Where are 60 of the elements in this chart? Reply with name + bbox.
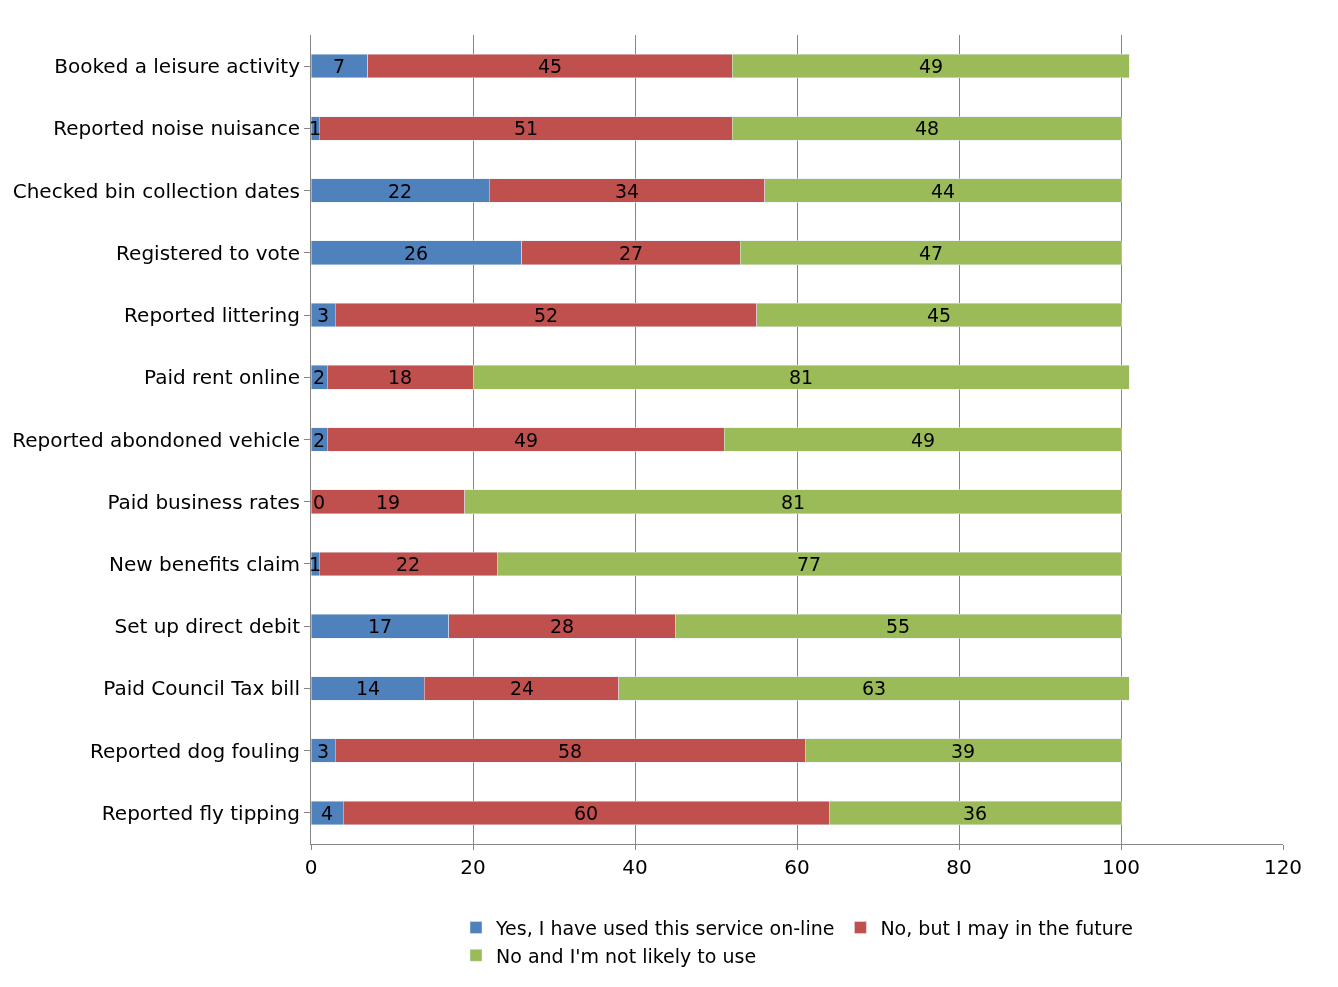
y-tick-label: Paid business rates bbox=[107, 489, 300, 514]
data-label: 14 bbox=[356, 677, 381, 699]
data-label: 47 bbox=[919, 242, 944, 264]
data-label: 48 bbox=[915, 117, 940, 139]
annotation: 0 bbox=[313, 491, 326, 513]
y-tick-label: Checked bin collection dates bbox=[12, 178, 300, 203]
data-label: 3 bbox=[317, 740, 330, 762]
y-tick-label: New benefits claim bbox=[108, 551, 300, 576]
data-label: 81 bbox=[789, 366, 814, 388]
x-tick-label: 20 bbox=[460, 855, 486, 879]
data-label: 49 bbox=[514, 429, 539, 451]
data-label: 3 bbox=[317, 304, 330, 326]
legend-label: Yes, I have used this service on-line bbox=[495, 916, 835, 939]
data-label: 18 bbox=[388, 366, 413, 388]
data-label: 28 bbox=[550, 615, 575, 637]
x-tick-label: 60 bbox=[784, 855, 810, 879]
data-label: 58 bbox=[558, 740, 583, 762]
data-label: 22 bbox=[396, 553, 421, 575]
data-label: 7 bbox=[333, 55, 346, 77]
x-tick-label: 120 bbox=[1263, 855, 1303, 879]
data-label: 24 bbox=[510, 677, 535, 699]
data-label: 44 bbox=[931, 180, 956, 202]
y-tick-label: Reported noise nuisance bbox=[53, 116, 300, 141]
x-tick-label: 100 bbox=[1101, 855, 1141, 879]
data-label: 22 bbox=[388, 180, 413, 202]
x-tick-label: 40 bbox=[622, 855, 648, 879]
data-label: 27 bbox=[619, 242, 644, 264]
data-label: 36 bbox=[963, 802, 988, 824]
y-tick-label: Reported abondoned vehicle bbox=[12, 427, 300, 452]
data-label: 81 bbox=[781, 491, 806, 513]
data-label: 4 bbox=[321, 802, 334, 824]
y-tick-label: Set up direct debit bbox=[114, 614, 301, 639]
data-label: 49 bbox=[919, 55, 944, 77]
y-tick-label: Reported fly tipping bbox=[101, 800, 300, 825]
data-label: 60 bbox=[574, 802, 599, 824]
y-tick-label: Paid rent online bbox=[144, 365, 300, 390]
data-label: 55 bbox=[886, 615, 911, 637]
data-label: 77 bbox=[797, 553, 822, 575]
data-label: 49 bbox=[911, 429, 936, 451]
data-label: 51 bbox=[514, 117, 539, 139]
y-tick-label: Paid Council Tax bill bbox=[103, 676, 300, 701]
legend-label: No, but I may in the future bbox=[880, 916, 1133, 939]
x-tick-label: 0 bbox=[304, 855, 318, 879]
data-label: 39 bbox=[951, 740, 976, 762]
data-label: 63 bbox=[862, 677, 887, 699]
data-label: 19 bbox=[376, 491, 401, 513]
data-label: 45 bbox=[927, 304, 952, 326]
y-tick-label: Booked a leisure activity bbox=[54, 54, 301, 79]
data-label: 2 bbox=[313, 429, 326, 451]
y-tick-label: Reported dog fouling bbox=[89, 738, 300, 763]
y-tick-label: Reported littering bbox=[124, 303, 300, 328]
data-label: 2 bbox=[313, 366, 326, 388]
x-tick-label: 80 bbox=[946, 855, 972, 879]
y-tick-label: Registered to vote bbox=[116, 240, 300, 265]
data-label: 17 bbox=[368, 615, 393, 637]
data-label: 45 bbox=[538, 55, 563, 77]
legend-label: No and I'm not likely to use bbox=[496, 944, 757, 967]
data-label: 34 bbox=[615, 180, 640, 202]
data-label: 26 bbox=[404, 242, 429, 264]
data-label: 52 bbox=[534, 304, 559, 326]
